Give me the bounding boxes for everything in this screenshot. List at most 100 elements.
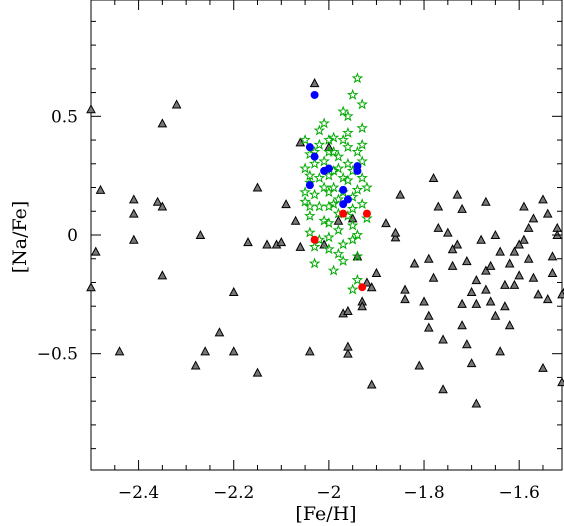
triangle-point bbox=[457, 203, 467, 213]
axis-ticks bbox=[90, 0, 562, 470]
triangle-point bbox=[362, 277, 372, 287]
triangle-point bbox=[457, 298, 467, 308]
triangle-point bbox=[462, 339, 472, 349]
triangle-point bbox=[476, 234, 486, 244]
star-point bbox=[342, 157, 354, 169]
triangle-point bbox=[262, 239, 272, 249]
red-circle-point bbox=[310, 235, 319, 244]
star-point bbox=[351, 72, 364, 84]
triangle-point bbox=[490, 229, 501, 239]
y-axis-label: [Na/Fe] bbox=[9, 201, 31, 274]
y-tick-label: −0.5 bbox=[37, 345, 78, 365]
triangle-point bbox=[438, 334, 448, 344]
star-point bbox=[323, 231, 335, 243]
blue-circle-point bbox=[310, 152, 319, 161]
star-point bbox=[351, 250, 364, 262]
triangle-point bbox=[171, 99, 182, 109]
triangle-point bbox=[447, 244, 458, 254]
triangle-point bbox=[509, 279, 520, 289]
triangle-point bbox=[343, 305, 353, 315]
triangle-point bbox=[452, 239, 463, 249]
star-point bbox=[299, 162, 311, 174]
triangle-point bbox=[495, 246, 505, 256]
blue-circle-point bbox=[324, 164, 333, 173]
star-point bbox=[351, 183, 364, 195]
blue-circle-point bbox=[339, 200, 348, 209]
triangle-point bbox=[366, 282, 377, 292]
triangle-point bbox=[547, 267, 558, 277]
triangle-point bbox=[523, 253, 534, 263]
triangle-point bbox=[86, 282, 96, 292]
triangle-point bbox=[114, 346, 125, 356]
triangle-point bbox=[243, 237, 253, 247]
triangle-point bbox=[195, 229, 206, 239]
blue-circle-point bbox=[353, 166, 362, 175]
star-point bbox=[308, 257, 321, 269]
triangle-point bbox=[504, 320, 515, 330]
triangle-point bbox=[519, 234, 529, 244]
triangle-point bbox=[490, 310, 501, 320]
triangle-point bbox=[309, 78, 320, 88]
star-point bbox=[304, 209, 316, 221]
star-point bbox=[356, 138, 368, 150]
star-point bbox=[327, 198, 340, 210]
triangle-point bbox=[414, 360, 425, 370]
triangle-point bbox=[390, 227, 401, 237]
triangle-point bbox=[305, 346, 315, 356]
star-point bbox=[308, 157, 321, 169]
star-point bbox=[327, 264, 340, 276]
star-point bbox=[318, 117, 330, 129]
triangle-point bbox=[433, 222, 444, 232]
star-point bbox=[332, 247, 345, 259]
star-point bbox=[346, 88, 359, 100]
star-point bbox=[318, 181, 330, 193]
y-tick-label: 0.5 bbox=[51, 107, 78, 127]
star-point bbox=[361, 212, 373, 224]
triangle-point bbox=[514, 270, 525, 280]
triangle-point bbox=[157, 270, 168, 280]
triangle-point bbox=[228, 286, 239, 296]
triangle-point bbox=[542, 208, 553, 218]
red-circle-point bbox=[339, 209, 348, 218]
star-point bbox=[356, 171, 368, 183]
blue-circle-point bbox=[339, 185, 348, 194]
triangle-point bbox=[438, 384, 448, 394]
blue-circle-point bbox=[305, 143, 314, 152]
star-point bbox=[304, 200, 316, 212]
triangle-point bbox=[90, 246, 101, 256]
triangle-point bbox=[281, 199, 291, 209]
x-tick-label: −2.2 bbox=[213, 483, 254, 503]
triangle-point bbox=[447, 260, 458, 270]
plot-frame bbox=[90, 0, 563, 471]
star-point bbox=[346, 219, 359, 231]
triangle-point bbox=[190, 360, 201, 370]
blue-circle-point bbox=[310, 90, 319, 99]
star-point bbox=[332, 150, 345, 162]
triangle-point bbox=[528, 213, 539, 223]
triangle-point bbox=[457, 320, 467, 330]
star-point bbox=[308, 240, 321, 252]
triangle-point bbox=[86, 104, 96, 114]
triangle-point bbox=[252, 367, 263, 377]
triangle-point bbox=[95, 184, 106, 194]
triangle-point bbox=[409, 258, 420, 268]
triangle-point bbox=[471, 275, 482, 285]
triangle-point bbox=[252, 182, 263, 192]
x-tick-label: −2.4 bbox=[118, 483, 159, 503]
triangle-point bbox=[276, 237, 287, 247]
triangle-point bbox=[538, 194, 548, 204]
star-point bbox=[337, 255, 349, 267]
triangle-point bbox=[200, 346, 211, 356]
triangle-point bbox=[400, 294, 410, 304]
star-point bbox=[304, 226, 316, 238]
star-point bbox=[337, 238, 349, 250]
triangle-point bbox=[442, 227, 453, 237]
star-point bbox=[337, 105, 349, 117]
triangle-point bbox=[538, 362, 548, 372]
x-tick-label: −1.6 bbox=[499, 483, 540, 503]
star-point bbox=[323, 145, 335, 157]
triangle-point bbox=[157, 118, 168, 128]
triangle-point bbox=[371, 267, 382, 277]
triangle-point bbox=[290, 215, 301, 225]
